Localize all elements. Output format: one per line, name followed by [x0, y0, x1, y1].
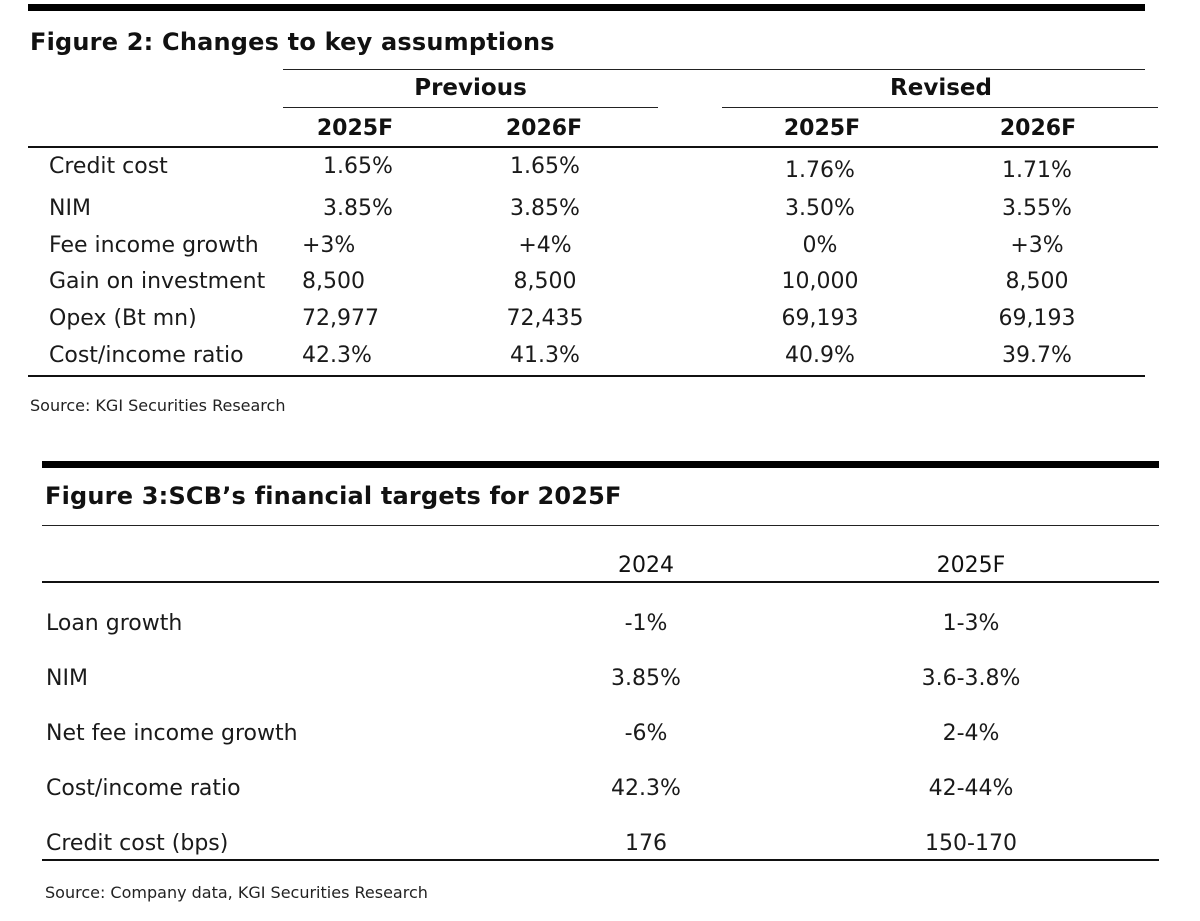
- figure2-group-rule-revised: [722, 107, 1158, 108]
- figure2-row-label: NIM: [49, 196, 91, 221]
- figure2-cell: 40.9%: [785, 343, 855, 368]
- figure2-cell: 1.65%: [510, 154, 580, 179]
- figure2-cell: +3%: [1010, 233, 1064, 258]
- figure3-header-rule: [42, 581, 1159, 583]
- figure2-top-bar: [28, 4, 1145, 11]
- figure3-source: Source: Company data, KGI Securities Res…: [45, 883, 428, 902]
- figure2-cell: 72,977: [302, 306, 379, 331]
- figure2-row-label: Gain on investment: [49, 269, 266, 294]
- figure3-cell: 3.6-3.8%: [921, 666, 1021, 691]
- figure2-bottom-rule: [28, 375, 1145, 377]
- figure2-cell: 39.7%: [1002, 343, 1072, 368]
- figure3-row-label: NIM: [46, 666, 88, 691]
- figure3-cell: 150-170: [925, 831, 1017, 856]
- figure2-cell: +4%: [518, 233, 572, 258]
- figure2-cell: 8,500: [513, 269, 577, 294]
- figure2-row-label: Credit cost: [49, 154, 168, 179]
- figure3-cell: -6%: [624, 721, 668, 746]
- figure3-cell: 2-4%: [942, 721, 1000, 746]
- figure2-cell: 1.71%: [1002, 158, 1072, 183]
- figure2-header-rule: [28, 146, 1158, 148]
- figure2-cell: 69,193: [781, 306, 859, 331]
- figure3-cell: 42-44%: [928, 776, 1014, 801]
- figure3-title-rule: [42, 525, 1159, 526]
- figure3-year-2025f: 2025F: [936, 553, 1006, 578]
- figure3-row-label: Credit cost (bps): [46, 831, 229, 856]
- figure2-cell: +3%: [302, 233, 356, 258]
- figure3-cell: 42.3%: [611, 776, 681, 801]
- figure2-row-label: Cost/income ratio: [49, 343, 244, 368]
- figure2-cell: 10,000: [781, 269, 859, 294]
- figure3-row-label: Net fee income growth: [46, 721, 298, 746]
- figure2-cell: 3.55%: [1002, 196, 1072, 221]
- figure2-title: Figure 2: Changes to key assumptions: [30, 28, 555, 56]
- figure2-cell: 3.50%: [785, 196, 855, 221]
- figure2-row-label: Opex (Bt mn): [49, 306, 197, 331]
- figure2-year-prev-2026: 2026F: [505, 116, 583, 141]
- figure2-cell: 0%: [802, 233, 838, 258]
- figure2-cell: 8,500: [302, 269, 365, 294]
- figure3-cell: 176: [625, 831, 667, 856]
- figure2-cell: 41.3%: [510, 343, 580, 368]
- figure2-year-prev-2025: 2025F: [316, 116, 394, 141]
- figure2-cell: 72,435: [506, 306, 584, 331]
- figure3-title: Figure 3:SCB’s financial targets for 202…: [45, 482, 622, 510]
- figure3-cell: -1%: [624, 611, 668, 636]
- figure2-row-label: Fee income growth: [49, 233, 259, 258]
- figure2-year-rev-2025: 2025F: [783, 116, 861, 141]
- figure2-source: Source: KGI Securities Research: [30, 396, 286, 415]
- figure3-cell: 1-3%: [942, 611, 1000, 636]
- figure2-cell: 69,193: [998, 306, 1076, 331]
- figure2-year-rev-2026: 2026F: [999, 116, 1077, 141]
- figure3-row-label: Loan growth: [46, 611, 183, 636]
- figure2-group-rule-previous: [283, 107, 658, 108]
- figure2-cell: 8,500: [1005, 269, 1069, 294]
- figure3-cell: 3.85%: [611, 666, 681, 691]
- figure3-year-2024: 2024: [618, 553, 674, 578]
- figure2-group-revised: Revised: [890, 75, 992, 101]
- figure2-cell: 3.85%: [510, 196, 580, 221]
- figure2-cell: 1.65%: [323, 154, 393, 179]
- figure2-title-rule: [283, 69, 1145, 70]
- figure2-cell: 42.3%: [302, 343, 372, 368]
- figure3-top-bar: [42, 461, 1159, 468]
- figure3-bottom-rule: [42, 859, 1159, 861]
- figure2-group-previous: Previous: [414, 75, 527, 101]
- figure3-row-label: Cost/income ratio: [46, 776, 241, 801]
- figure2-cell: 3.85%: [323, 196, 393, 221]
- figure2-cell: 1.76%: [785, 158, 855, 183]
